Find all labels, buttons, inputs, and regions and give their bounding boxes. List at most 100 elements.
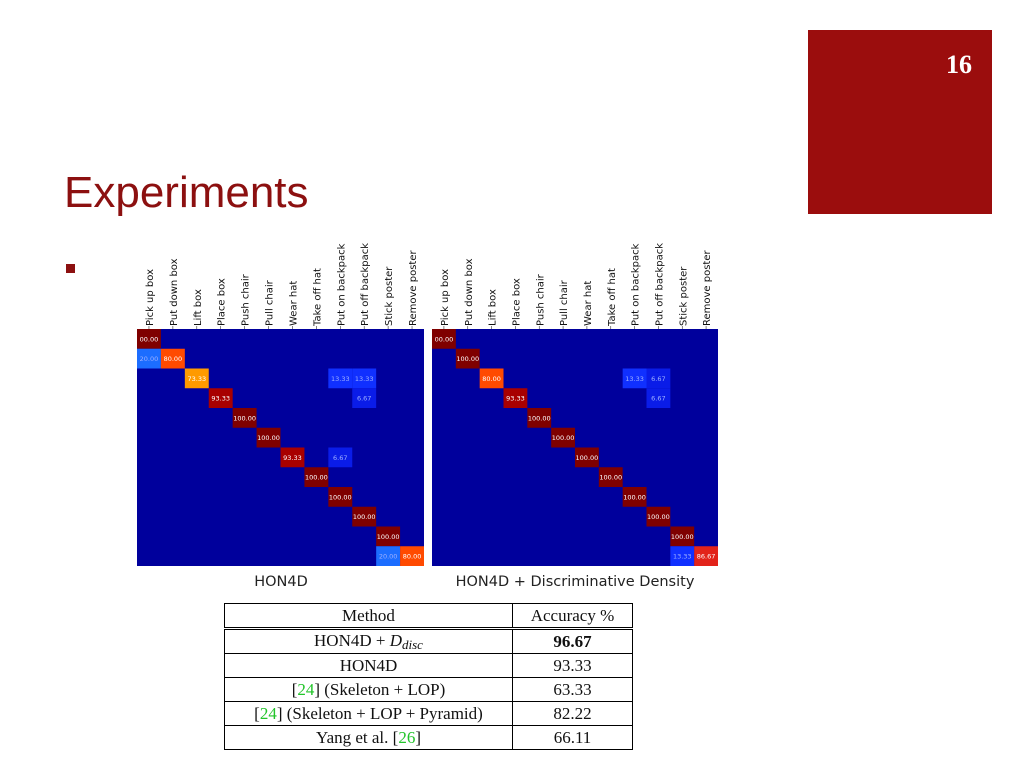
- heatmap-cell: [352, 506, 377, 527]
- heatmap-cell-label: 80.00: [164, 355, 183, 363]
- heatmap-cell-label: 93.33: [211, 395, 230, 403]
- table-row: [24] (Skeleton + LOP) 63.33: [224, 677, 633, 702]
- heatmap-cell: [328, 447, 353, 468]
- page-number: 16: [946, 50, 972, 79]
- heatmap-cell-label: 100.00: [305, 474, 328, 482]
- heatmap-cell: [575, 447, 599, 468]
- table-header-accuracy: Accuracy %: [512, 603, 633, 630]
- method-prefix: Yang et al. [: [316, 727, 399, 747]
- heatmap-cell-label: 13.33: [673, 553, 692, 561]
- heatmap-cell: [670, 546, 695, 566]
- heatmap-cell: [352, 388, 377, 408]
- heatmap-cell: [527, 408, 552, 428]
- bullet-marker: [66, 264, 75, 273]
- method-math-symbol: D: [389, 630, 403, 650]
- heatmap-cell-label: 6.67: [357, 395, 371, 403]
- heatmap-cell: [598, 467, 623, 487]
- method-name: ]: [415, 727, 421, 747]
- heatmap-cell-label: 100.00: [647, 513, 670, 521]
- confusion-matrix-2: Pick up box Put down box Lift box Place box…: [432, 243, 718, 590]
- heatmap-cell: [328, 487, 353, 507]
- heatmap-cell-label: 20.00: [140, 355, 159, 363]
- heatmap-column-label: Push chair: [241, 273, 252, 326]
- heatmap-column-label: Pull chair: [265, 279, 276, 326]
- heatmap-cell: [137, 348, 161, 369]
- heatmap-column-label: Place box: [217, 278, 228, 326]
- heatmap-column-label: Put down box: [464, 258, 475, 326]
- heatmap-column-label: Wear hat: [583, 281, 594, 326]
- heatmap-column-label: Wear hat: [288, 281, 299, 326]
- heatmap-cell-label: 100.00: [528, 414, 551, 422]
- method-prefix: [: [254, 703, 260, 723]
- heatmap-cell-label: 100.00: [456, 355, 479, 363]
- accuracy-cell: 66.11: [512, 725, 633, 750]
- heatmap-column-label: Take off hat: [607, 268, 618, 327]
- heatmap-cell-label: 13.33: [625, 375, 644, 383]
- accuracy-cell: 63.33: [512, 677, 633, 702]
- method-name: HON4D: [339, 655, 398, 675]
- heatmap-column-label: Pick up box: [145, 269, 156, 326]
- heatmap-column-label: Put on backpack: [631, 243, 642, 326]
- heatmap-column-label: Lift box: [488, 289, 499, 326]
- accuracy-cell: 93.33: [512, 653, 633, 678]
- heatmap-title: HON4D + Discriminative Density: [456, 574, 695, 590]
- method-cell: [24] (Skeleton + LOP): [224, 677, 513, 702]
- heatmap-cell: [137, 329, 161, 349]
- heatmap-cell: [160, 348, 185, 369]
- heatmap-cell-label: 80.00: [403, 553, 422, 561]
- heatmap-cell: [551, 427, 575, 448]
- heatmap-cell-label: 6.67: [333, 454, 347, 462]
- page-number-badge: 16: [808, 30, 992, 214]
- heatmap-cell-label: 100.00: [576, 454, 599, 462]
- heatmap-cell-label: 80.00: [482, 375, 501, 383]
- accuracy-cell: 82.22: [512, 701, 633, 726]
- citation-link: 24: [297, 679, 315, 699]
- heatmap-cell: [184, 368, 209, 389]
- heatmap-column-label: Lift box: [193, 289, 204, 326]
- heatmap-cell: [694, 546, 718, 566]
- heatmap-column-label: Stick poster: [678, 266, 689, 326]
- table-header-method: Method: [224, 603, 513, 630]
- method-cell: [24] (Skeleton + LOP + Pyramid): [224, 701, 513, 726]
- heatmap-cell-label: 13.33: [331, 375, 350, 383]
- method-prefix: [: [291, 679, 298, 699]
- heatmap-cell: [352, 368, 377, 389]
- heatmap-column-label: Remove poster: [408, 249, 419, 326]
- heatmap-cell-label: 100.00: [671, 533, 694, 541]
- heatmap-cell-label: 100.00: [233, 414, 256, 422]
- heatmap-cell-label: 100.00: [599, 474, 622, 482]
- heatmap-cell: [670, 526, 695, 547]
- heatmap-cell: [455, 348, 480, 369]
- heatmap-column-label: Place box: [511, 278, 522, 326]
- heatmap-cell: [622, 368, 647, 389]
- heatmap-cell-label: 100.00: [329, 493, 352, 501]
- heatmap-column-label: Put off backpack: [360, 243, 371, 326]
- heatmap-column-label: Take off hat: [312, 268, 323, 327]
- heatmap-cell-label: 73.33: [187, 375, 206, 383]
- table-row: Yang et al. [26] 66.11: [224, 725, 633, 750]
- method-cell: Yang et al. [26]: [224, 725, 513, 750]
- confusion-matrix-1: Pick up box Put down box Lift box Place box…: [137, 243, 424, 590]
- heatmap-column-label: Push chair: [535, 273, 546, 326]
- heatmap-cell-label: 100.00: [257, 434, 280, 442]
- heatmap-column-label: Put down box: [169, 258, 180, 326]
- method-name: ] (Skeleton + LOP + Pyramid): [276, 703, 483, 723]
- heatmap-cell: [376, 546, 401, 566]
- method-name: HON4D +: [314, 630, 390, 650]
- heatmap-column-label: Pick up box: [440, 269, 451, 326]
- heatmap-cell-label: 100.00: [377, 533, 400, 541]
- heatmap-column-label: Remove poster: [702, 249, 713, 326]
- heatmap-cell: [646, 368, 671, 389]
- method-cell: HON4D + Ddisc: [224, 628, 513, 654]
- heatmap-cell: [646, 388, 671, 408]
- heatmap-cell: [479, 368, 504, 389]
- confusion-matrices: Pick up box Put down box Lift box Place box…: [137, 243, 718, 590]
- method-name: ] (Skeleton + LOP): [314, 679, 446, 699]
- citation-link: 24: [259, 703, 277, 723]
- heatmap-cell: [432, 329, 456, 349]
- heatmap-cell: [400, 546, 424, 566]
- method-cell: HON4D: [224, 653, 513, 678]
- heatmap-column-label: Put off backpack: [654, 243, 665, 326]
- table-row: HON4D + Ddisc 96.67: [224, 628, 633, 654]
- method-subscript: disc: [402, 636, 423, 652]
